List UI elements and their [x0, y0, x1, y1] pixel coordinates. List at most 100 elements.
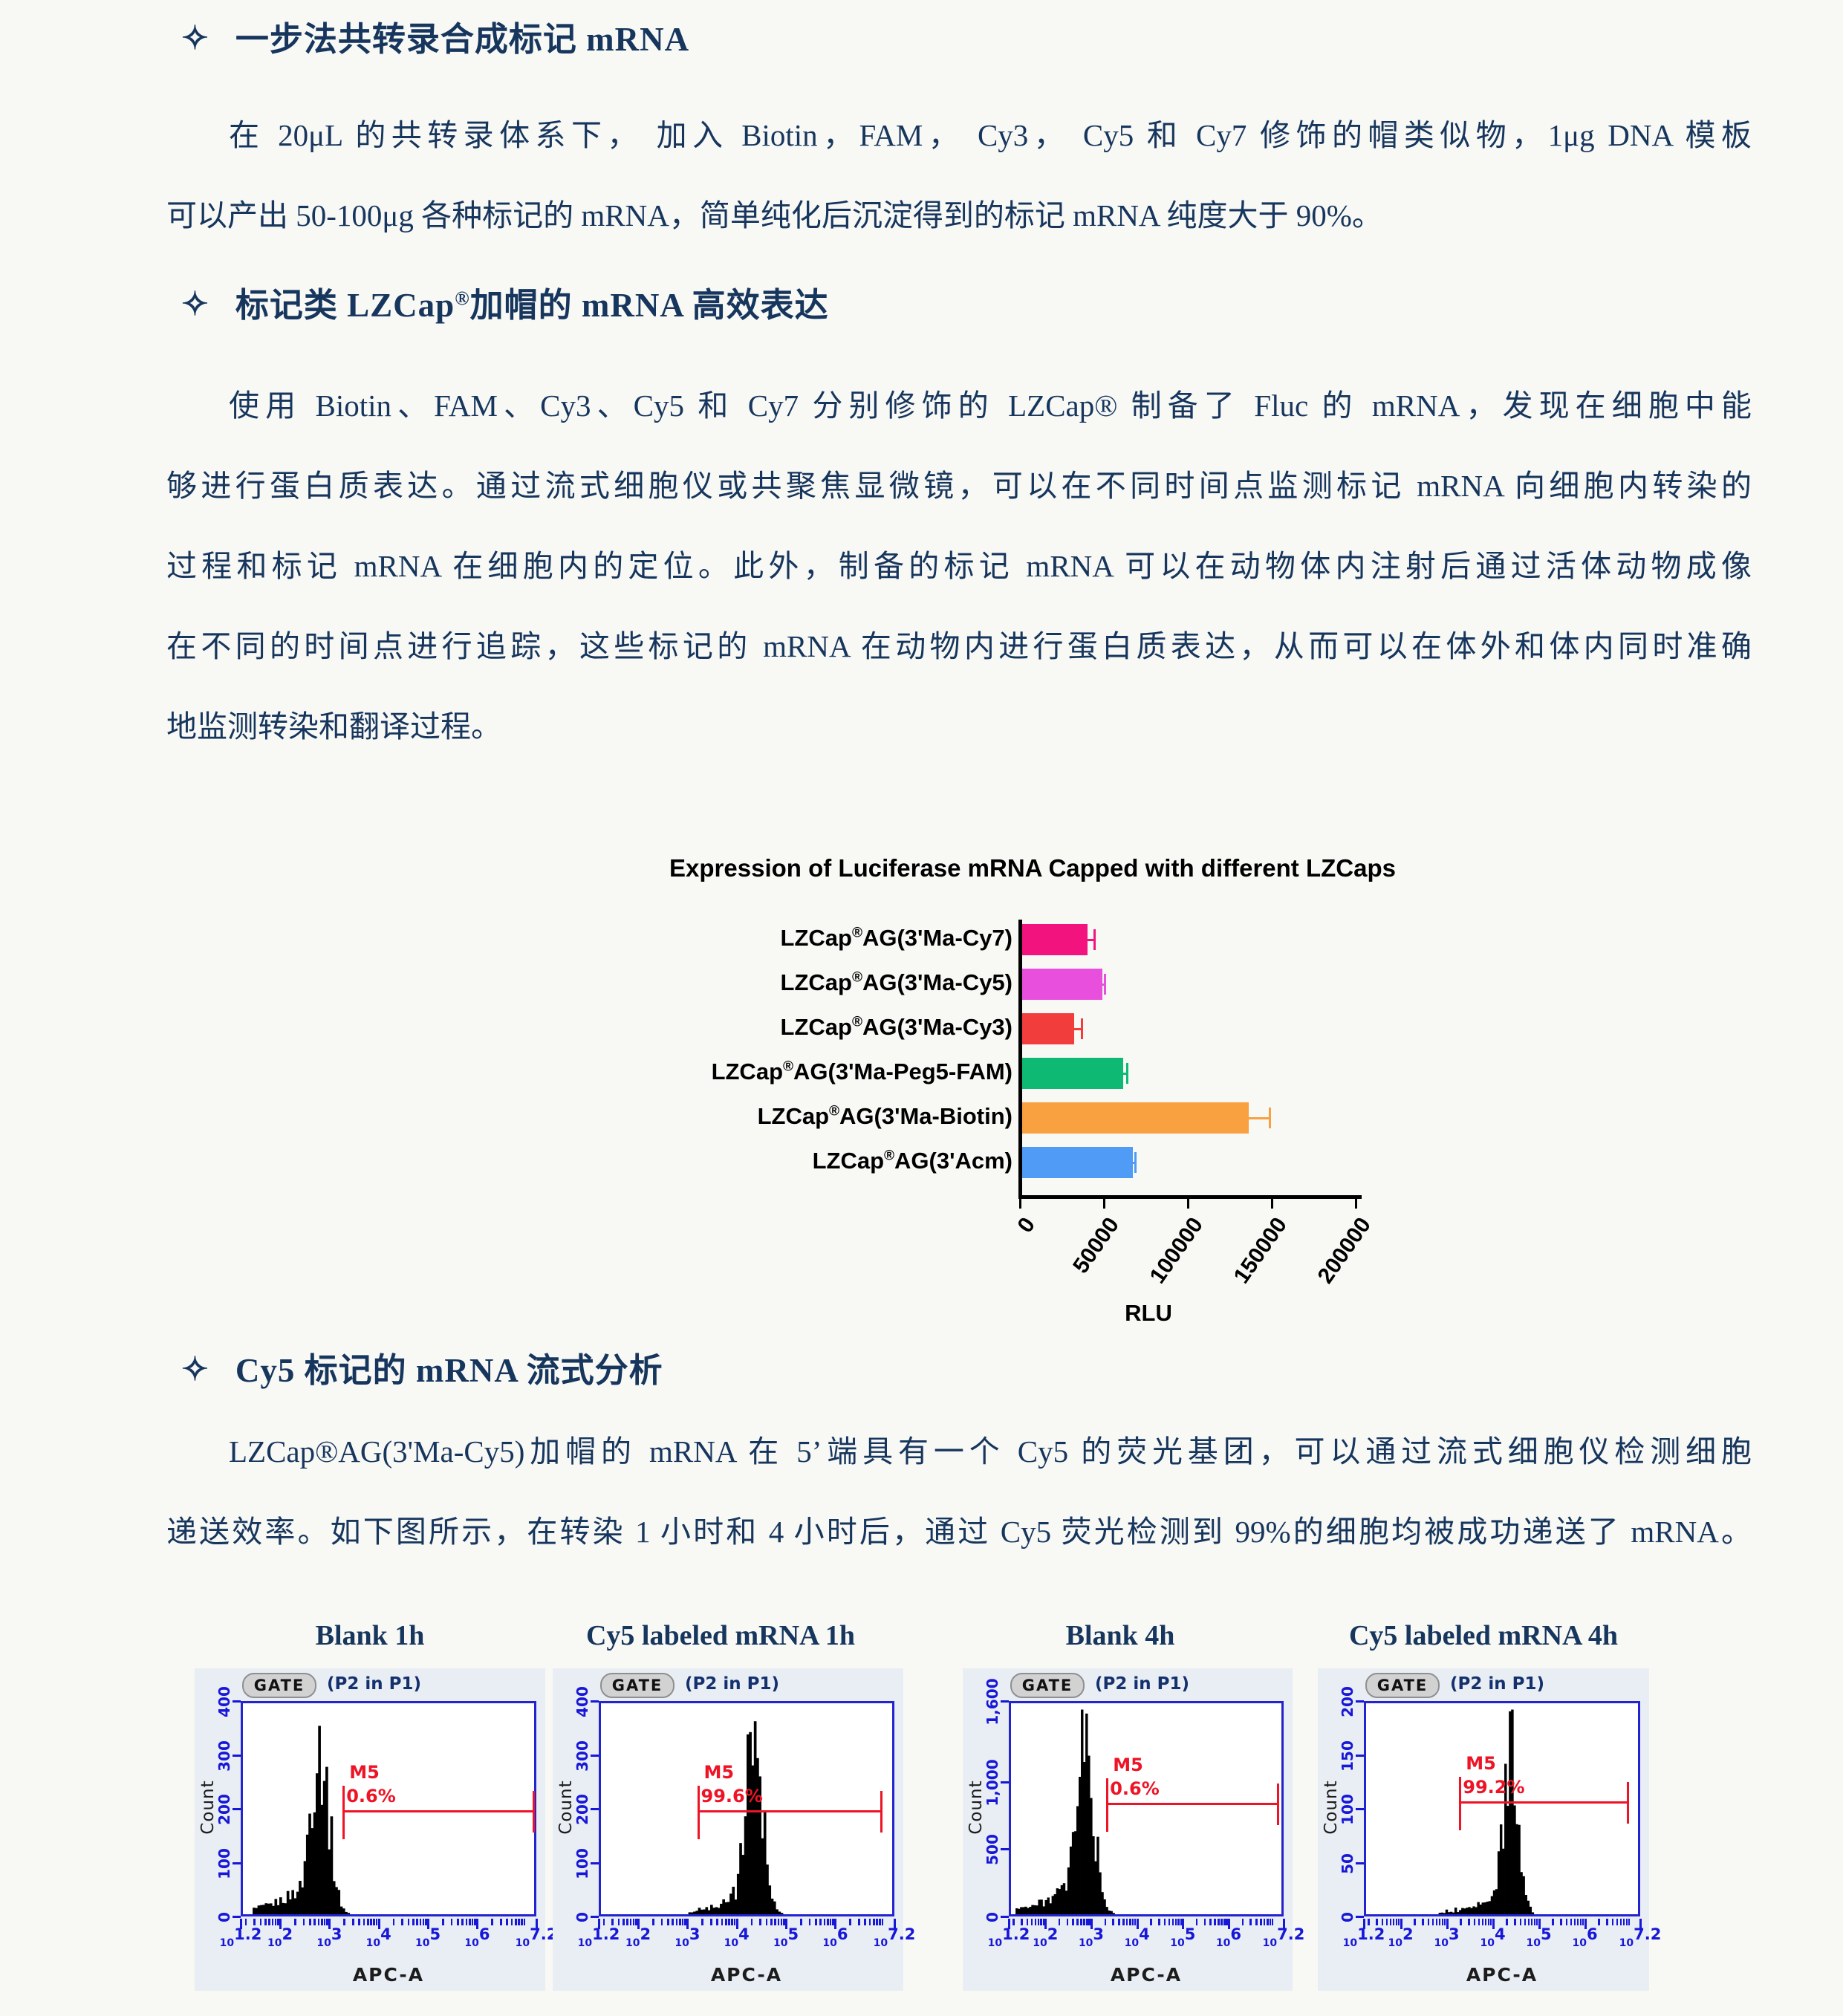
x-tick-minor [1435, 1919, 1438, 1925]
x-tick-minor [716, 1919, 718, 1925]
x-tick-minor [1616, 1919, 1619, 1925]
x-tick-minor [268, 1919, 270, 1925]
flow-panel-title-cy5-4h: Cy5 labeled mRNA 4h [1348, 1620, 1619, 1651]
histogram [253, 1726, 351, 1914]
x-tick-minor [1040, 1919, 1042, 1925]
gate-marker-name: M5 [1466, 1753, 1496, 1775]
x-tick-major [1363, 1919, 1365, 1929]
section-heading-2: ✧ 标记类 LZCap®加帽的 mRNA 高效表达 [181, 278, 829, 326]
x-tick-major [1639, 1919, 1642, 1929]
x-tick-minor [1163, 1919, 1166, 1925]
gate-marker-line [1460, 1801, 1629, 1804]
x-tick-label: 106 [464, 1925, 490, 1949]
gate-marker-percent: 0.6% [1110, 1778, 1160, 1799]
bar-category-label: LZCap®AG(3'Ma-Peg5-FAM) [711, 1059, 1012, 1085]
gate-button[interactable]: GATE [600, 1673, 675, 1698]
x-tick-minor [1180, 1919, 1182, 1925]
x-tick-minor [1271, 1919, 1274, 1925]
x-tick [1271, 1199, 1273, 1209]
x-tick-minor [412, 1919, 415, 1925]
gate-button[interactable]: GATE [242, 1673, 316, 1698]
gate-button[interactable]: GATE [1365, 1673, 1440, 1698]
x-tick-minor [1389, 1919, 1392, 1925]
y-tick-label: 100 [1339, 1794, 1356, 1825]
x-tick-minor [635, 1919, 637, 1925]
x-tick-minor [681, 1919, 684, 1925]
x-tick-minor [407, 1919, 410, 1925]
x-tick-minor [1622, 1919, 1625, 1925]
gate-marker-left-cap [1459, 1777, 1462, 1831]
x-tick-minor [819, 1919, 822, 1925]
x-tick [1355, 1199, 1357, 1209]
gate-marker-line [1107, 1802, 1279, 1805]
gate-marker-left-cap [1106, 1778, 1109, 1832]
x-tick-minor [1625, 1919, 1628, 1925]
chart-y-axis [1018, 920, 1022, 1197]
x-tick-minor [1066, 1919, 1069, 1925]
x-tick-minor [1021, 1919, 1023, 1925]
x-tick-minor [1195, 1919, 1198, 1925]
x-tick-minor [416, 1919, 418, 1925]
x-tick-major [598, 1919, 600, 1929]
y-tick [1001, 1781, 1009, 1783]
x-tick-minor [1012, 1919, 1015, 1925]
flow-cytometry-panel-cy5-1h: GATE (P2 in P1) M5 99.6% Count 0 100 200 300 400 1… [553, 1668, 915, 1991]
x-tick-label: 103 [1078, 1925, 1105, 1949]
y-tick [1001, 1916, 1009, 1918]
x-tick-minor [1422, 1919, 1424, 1925]
y-tick-label: 100 [573, 1847, 591, 1879]
x-tick-minor [777, 1919, 780, 1925]
x-tick-minor [733, 1919, 736, 1925]
x-tick-minor [1150, 1919, 1152, 1925]
x-tick-minor [302, 1919, 305, 1925]
x-tick-minor [264, 1919, 267, 1925]
paragraph-3-line-1: LZCap®AG(3'Ma-Cy5)加帽的 mRNA 在 5’端具有一个 Cy5… [229, 1434, 1752, 1469]
x-tick-label: 102 [1388, 1925, 1414, 1949]
x-tick-minor [611, 1919, 614, 1925]
flow-cytometry-panel-blank-4h: GATE (P2 in P1) M5 0.6% Count 0 500 1,000 1,600 1… [963, 1668, 1304, 1991]
gate-marker-right-cap [880, 1791, 883, 1833]
x-tick-label: 101.2 [219, 1925, 262, 1949]
x-tick-minor [1088, 1919, 1090, 1925]
x-tick-minor [271, 1919, 274, 1925]
x-tick-minor [1619, 1919, 1622, 1925]
x-tick-minor [471, 1919, 474, 1925]
x-tick-label: 104 [1124, 1925, 1150, 1949]
x-tick-label: 0 [1012, 1213, 1041, 1238]
x-tick-minor [765, 1919, 768, 1925]
x-tick-minor [652, 1919, 654, 1925]
x-tick-minor [422, 1919, 425, 1925]
x-tick-minor [873, 1919, 875, 1925]
x-tick-major [328, 1919, 331, 1929]
x-tick-minor [442, 1919, 444, 1925]
x-tick-minor [1579, 1919, 1582, 1925]
x-tick-minor [450, 1919, 453, 1925]
y-tick [233, 1861, 241, 1864]
x-tick-major [476, 1919, 479, 1929]
x-tick-label: 107.2 [1262, 1925, 1305, 1949]
x-tick-label: 104 [1480, 1925, 1506, 1949]
x-tick-minor [1209, 1919, 1212, 1925]
x-tick-minor [274, 1919, 277, 1925]
y-tick-label: 1,000 [984, 1759, 1001, 1807]
x-tick-major [637, 1919, 640, 1929]
x-tick-minor [1489, 1919, 1492, 1925]
section-heading-1: ✧ 一步法共转录合成标记 mRNA [181, 12, 689, 60]
section2-title: 标记类 LZCap®加帽的 mRNA 高效表达 [235, 287, 829, 324]
x-tick-minor [1158, 1919, 1160, 1925]
x-tick-minor [1220, 1919, 1223, 1925]
x-tick-minor [876, 1919, 878, 1925]
x-tick-minor [1414, 1919, 1416, 1925]
x-tick-minor [800, 1919, 802, 1925]
x-tick-label: 101.2 [1342, 1925, 1385, 1949]
gate-button[interactable]: GATE [1010, 1673, 1085, 1698]
paragraph-1: 在 20μL 的共转录体系下， 加入 Biotin，FAM， Cy3， Cy5 … [166, 95, 1752, 256]
x-tick-minor [672, 1919, 674, 1925]
plot-area: M5 0.6% [1009, 1701, 1284, 1916]
x-tick-minor [1083, 1919, 1085, 1925]
x-tick-minor [358, 1919, 360, 1925]
x-tick-minor [829, 1919, 832, 1925]
x-tick-major [1283, 1919, 1285, 1929]
x-tick-minor [523, 1919, 526, 1925]
